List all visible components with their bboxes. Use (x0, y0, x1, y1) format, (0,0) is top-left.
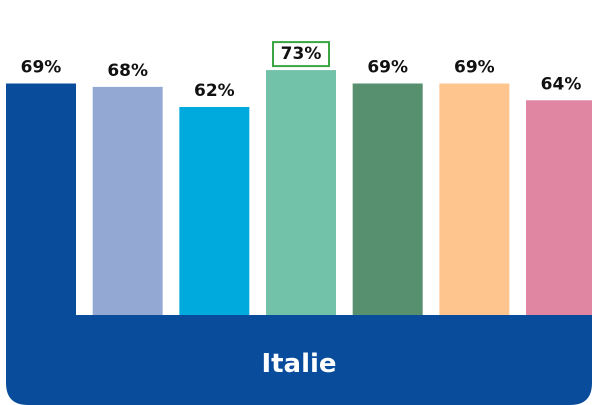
bar-6 (439, 83, 510, 315)
value-labels-group: 69% 68% 62% 73% 69% 69% 64% (21, 41, 582, 101)
bar-2 (92, 86, 163, 315)
value-label-1: 69% (21, 58, 62, 78)
value-label-6: 69% (454, 58, 495, 78)
bar-4 (266, 70, 337, 315)
value-label-3: 62% (194, 81, 235, 101)
bar-7 (526, 100, 592, 315)
bars-group (92, 70, 592, 316)
value-label-7: 64% (541, 74, 582, 94)
value-label-2: 68% (107, 61, 148, 81)
bar-5 (352, 83, 423, 315)
category-band (6, 83, 592, 405)
category-label: Italie (261, 349, 336, 379)
bar-3 (179, 106, 250, 316)
value-label-5: 69% (367, 58, 408, 78)
highlight-box (272, 41, 331, 68)
value-label-4: 73% (281, 44, 322, 64)
